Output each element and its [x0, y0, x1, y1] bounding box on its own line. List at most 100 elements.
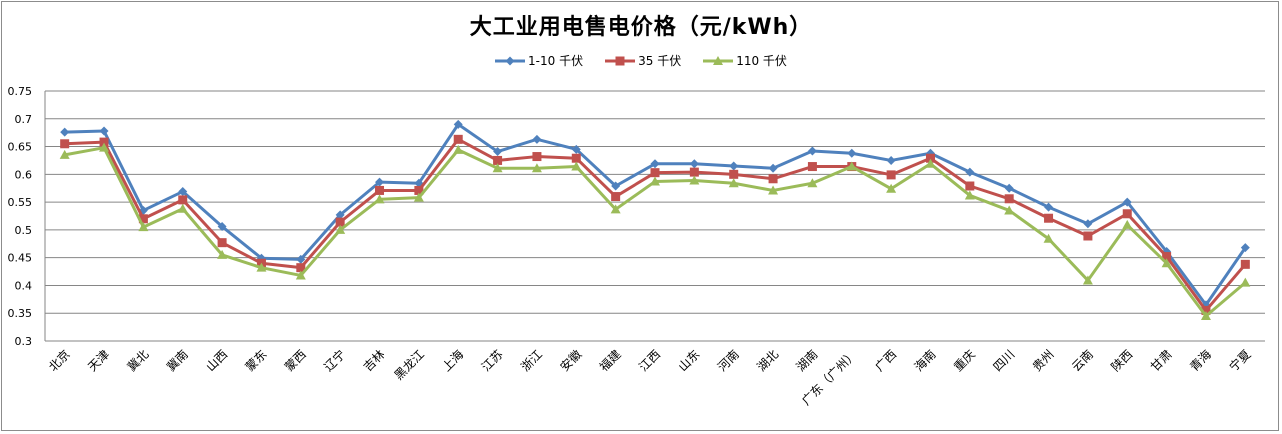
diamond-marker [650, 159, 660, 169]
diamond-marker [1240, 243, 1250, 253]
square-marker [1004, 194, 1014, 204]
x-tick-label: 天津 [85, 347, 112, 374]
triangle-marker [1004, 205, 1015, 215]
triangle-legend-icon [703, 55, 734, 65]
square-marker [99, 137, 109, 147]
diamond-marker [532, 134, 542, 144]
y-tick-label: 0.65 [8, 141, 33, 154]
square-marker [807, 162, 817, 172]
square-marker [571, 153, 581, 163]
triangle-marker [689, 175, 700, 185]
diamond-marker [296, 254, 306, 264]
x-tick-label: 北京 [46, 347, 73, 374]
diamond-marker [847, 148, 857, 158]
diamond-marker [60, 127, 70, 137]
x-tick-label: 湖南 [793, 347, 821, 375]
triangle-marker [335, 224, 346, 234]
y-tick-label: 0.7 [15, 113, 33, 126]
x-tick-label: 冀南 [163, 347, 191, 375]
triangle-marker [177, 203, 188, 213]
series-3 [59, 142, 1251, 320]
x-tick-label: 云南 [1068, 347, 1096, 375]
diamond-marker [768, 163, 778, 173]
diamond-legend-icon [495, 56, 526, 65]
x-tick-label: 山西 [203, 347, 230, 374]
square-marker [1044, 213, 1054, 223]
x-tick-label: 辽宁 [321, 347, 349, 375]
square-marker [689, 167, 699, 177]
x-tick-label: 江西 [636, 347, 663, 374]
triangle-marker [768, 185, 779, 195]
x-tick-label: 四川 [990, 347, 1017, 374]
triangle-marker [650, 176, 660, 186]
diamond-marker [1004, 183, 1014, 193]
square-marker [532, 152, 542, 162]
diamond-marker [611, 181, 621, 191]
triangle-marker [886, 183, 897, 193]
triangle-marker [571, 161, 582, 171]
triangle-marker [59, 149, 70, 159]
triangle-marker [453, 144, 464, 154]
square-marker [138, 214, 148, 224]
series-line [64, 122, 1247, 307]
diamond-marker [375, 177, 385, 187]
chart-legend: 1-10 千伏 35 千伏 110 千伏 [0, 52, 1282, 69]
diamond-marker [965, 167, 975, 177]
x-tick-label: 蒙西 [282, 347, 309, 374]
triangle-marker [610, 204, 621, 214]
x-tick-label: 黑龙江 [392, 347, 427, 382]
triangle-marker [492, 163, 503, 173]
triangle-marker [925, 158, 936, 168]
diamond-marker [505, 56, 515, 65]
square-marker [965, 181, 975, 191]
diamond-marker [1044, 202, 1054, 212]
x-tick-label: 宁夏 [1226, 347, 1254, 375]
diamond-marker [1083, 219, 1093, 229]
diamond-marker [493, 147, 503, 157]
square-marker [453, 134, 463, 144]
y-tick-label: 0.45 [8, 252, 33, 265]
series-1 [60, 119, 1250, 310]
chart-title: 大工业用电售电价格（元/kWh） [469, 15, 813, 40]
diamond-marker [689, 159, 699, 169]
square-marker [414, 185, 424, 195]
square-marker [886, 170, 896, 180]
legend-item-3: 110 千伏 [703, 52, 787, 69]
x-tick-label: 安徽 [557, 347, 585, 375]
legend-label: 35 千伏 [638, 54, 682, 68]
x-tick-label: 青海 [1187, 347, 1215, 375]
square-marker [650, 168, 660, 178]
y-tick-label: 0.75 [8, 85, 33, 98]
square-marker [60, 139, 70, 149]
diamond-marker [335, 210, 345, 220]
triangle-marker [138, 222, 149, 232]
x-tick-label: 吉林 [361, 347, 388, 374]
y-tick-label: 0.3 [15, 335, 33, 348]
legend-label: 110 千伏 [736, 54, 787, 68]
triangle-marker [1240, 277, 1251, 287]
triangle-marker [846, 161, 857, 171]
triangle-marker [1161, 258, 1172, 268]
y-tick-label: 0.5 [15, 224, 33, 237]
legend-item-2: 35 千伏 [605, 52, 681, 69]
triangle-marker [374, 194, 385, 204]
x-tick-label: 蒙东 [243, 347, 270, 374]
square-marker [178, 195, 188, 205]
square-marker [335, 217, 345, 227]
x-tick-label: 福建 [596, 347, 624, 375]
square-marker [493, 155, 503, 165]
triangle-marker [1122, 219, 1133, 229]
x-tick-label: 上海 [439, 347, 467, 375]
x-tick-label: 冀北 [125, 347, 152, 374]
diamond-marker [99, 126, 109, 136]
diamond-marker [217, 222, 227, 232]
x-tick-label: 江苏 [479, 347, 506, 374]
triangle-marker [1043, 233, 1054, 243]
x-tick-label: 河南 [714, 347, 742, 375]
square-marker [1083, 231, 1093, 241]
x-tick-label: 甘肃 [1148, 347, 1175, 374]
diamond-marker [1122, 197, 1132, 207]
triangle-marker [295, 270, 306, 280]
diamond-marker [729, 161, 739, 171]
